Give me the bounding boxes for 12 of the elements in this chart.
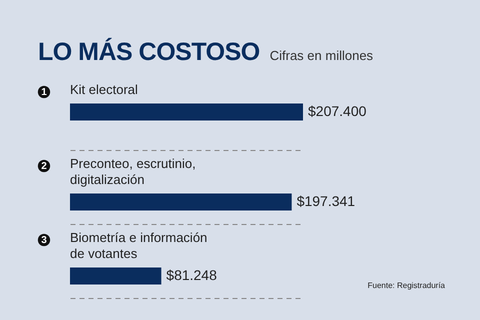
y-tick-label: Kit electoral	[70, 82, 138, 97]
source-note: Fuente: Registraduría	[368, 281, 446, 290]
data-label: $81.248	[166, 267, 218, 283]
text: 1	[41, 87, 48, 98]
y-tick-label: Biometría e información de votantes	[70, 230, 208, 261]
data-label: $197.341	[296, 193, 356, 209]
chart-subtitle: Cifras en millones	[270, 48, 374, 63]
data-label: $207.400	[308, 103, 367, 119]
y-tick-label: Preconteo, escrutinio, digitalización	[70, 156, 196, 187]
text: 2	[41, 161, 48, 172]
chart-title: LO MÁS COSTOSO	[38, 38, 260, 66]
text: 3	[41, 235, 48, 246]
